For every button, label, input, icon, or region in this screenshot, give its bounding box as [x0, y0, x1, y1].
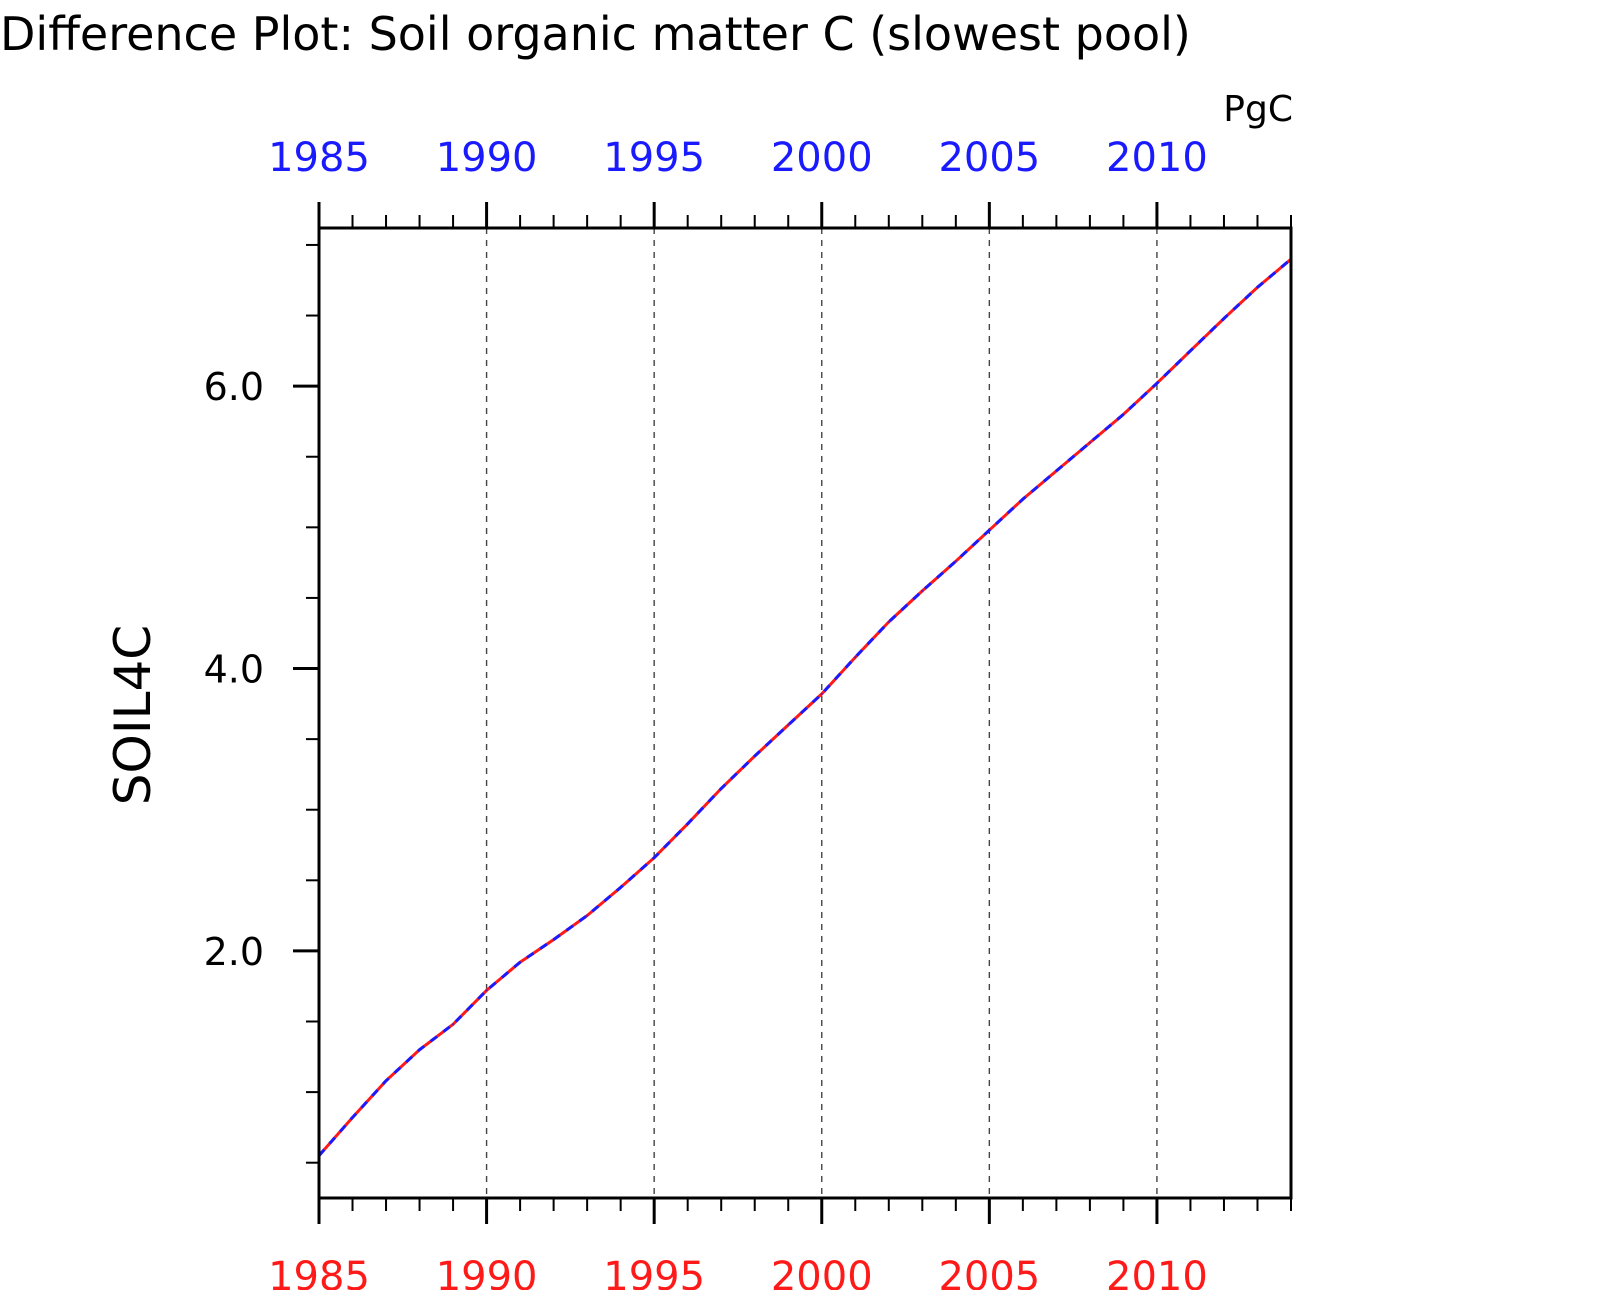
y-tick-label-2.0: 2.0: [204, 930, 264, 974]
data-point-2003: [921, 589, 924, 593]
y-axis-label: SOIL4C: [104, 625, 162, 805]
data-point-2010: [1155, 382, 1159, 385]
data-point-2000: [820, 692, 823, 696]
data-point-2001: [854, 656, 857, 659]
data-point-1991: [518, 961, 522, 964]
data-point-1986: [351, 1116, 354, 1119]
data-point-1999: [787, 723, 790, 727]
data-point-1993: [585, 914, 589, 917]
data-point-1995: [652, 856, 656, 859]
x-tick-label-top-1995: 1995: [603, 135, 705, 181]
data-point-2011: [1189, 349, 1192, 353]
data-point-1992: [552, 938, 555, 941]
data-point-1987: [384, 1079, 388, 1083]
series-lines: [317, 257, 1293, 1157]
x-tick-label-top-2005: 2005: [938, 135, 1040, 181]
data-point-2002: [887, 620, 890, 624]
x-tick-label-top-1985: 1985: [268, 135, 370, 181]
data-point-2012: [1222, 317, 1226, 320]
x-tick-label-top-2010: 2010: [1106, 135, 1208, 181]
x-tick-label-top-1990: 1990: [436, 135, 538, 181]
data-point-2005: [988, 528, 991, 532]
data-point-2007: [1055, 469, 1058, 473]
x-tick-label-top-2000: 2000: [771, 135, 873, 181]
data-point-2009: [1122, 413, 1125, 416]
series-line-blue: [317, 257, 1292, 1157]
data-point-2013: [1256, 286, 1259, 289]
x-tick-label-bottom-1990: 1990: [436, 1254, 538, 1290]
y-tick-label-4.0: 4.0: [204, 648, 264, 692]
tick-labels: 1985 1985 1990 1990 1995 1995 2000 2000 2005 2005…: [204, 135, 1208, 1290]
data-point-1990: [485, 989, 488, 992]
x-tick-label-bottom-2010: 2010: [1106, 1254, 1208, 1290]
axis-ticks: [293, 202, 1292, 1224]
units-label: PgC: [1223, 89, 1293, 130]
plot-frame: [317, 226, 1293, 1200]
chart-title: Difference Plot: Soil organic matter C (…: [0, 7, 1191, 61]
x-tick-label-bottom-1995: 1995: [603, 1254, 705, 1290]
x-tick-label-bottom-2000: 2000: [771, 1254, 873, 1290]
data-point-1989: [451, 1023, 455, 1026]
x-tick-label-bottom-1985: 1985: [268, 1254, 370, 1290]
data-point-2004: [954, 560, 958, 563]
y-tick-label-6.0: 6.0: [204, 365, 264, 409]
data-point-2006: [1021, 497, 1025, 501]
gridlines: [485, 228, 1158, 1198]
data-point-2008: [1088, 441, 1092, 444]
x-tick-label-bottom-2005: 2005: [938, 1254, 1040, 1290]
data-point-1988: [418, 1048, 421, 1051]
data-point-1998: [753, 754, 756, 758]
data-point-1997: [720, 787, 723, 790]
data-point-1994: [619, 886, 622, 889]
data-point-1996: [686, 822, 689, 826]
